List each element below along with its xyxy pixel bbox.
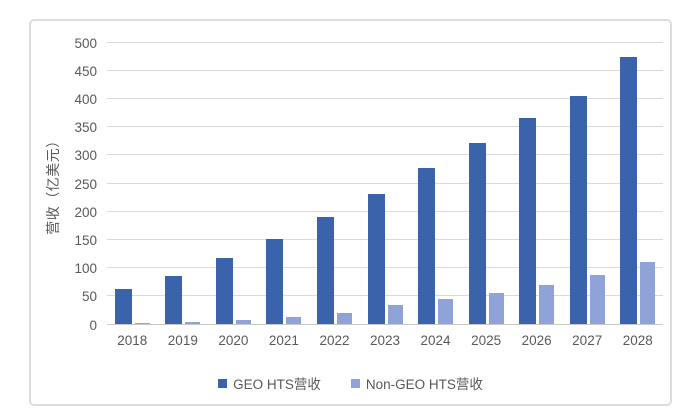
bar — [438, 299, 454, 324]
bar — [316, 217, 334, 324]
bar — [539, 284, 555, 324]
legend-swatch-icon — [350, 378, 360, 388]
bar — [235, 320, 251, 324]
x-tick-label: 2023 — [369, 333, 401, 348]
bar — [336, 313, 352, 324]
gridline — [107, 70, 663, 72]
plot-area — [107, 42, 663, 325]
legend-label: GEO HTS营收 — [233, 377, 321, 392]
y-tick-label: 0 — [89, 317, 97, 333]
bar-group-2022 — [309, 43, 360, 324]
y-tick-label: 150 — [74, 232, 97, 248]
bar — [418, 167, 436, 324]
bar — [620, 57, 638, 324]
bar — [266, 239, 284, 324]
bar — [185, 322, 201, 324]
y-tick-label: 200 — [74, 204, 97, 220]
legend-item: Non-GEO HTS营收 — [350, 373, 483, 393]
y-tick-label: 250 — [74, 176, 97, 192]
y-tick-label: 300 — [74, 148, 97, 164]
gridline — [107, 210, 663, 212]
legend-item: GEO HTS营收 — [218, 373, 321, 393]
bar — [387, 305, 403, 324]
legend-label: Non-GEO HTS营收 — [365, 377, 483, 392]
bar — [215, 258, 233, 324]
y-tick-label: 450 — [74, 63, 97, 79]
bar — [286, 316, 302, 324]
bar — [165, 275, 183, 324]
chart-frame: 营收（亿美元） 0 50 100 150 200 250 300 350 400 450 500 2… — [29, 19, 672, 406]
gridline — [107, 42, 663, 43]
gridline — [107, 182, 663, 184]
bar-group-2026 — [511, 43, 562, 324]
bar-group-2027 — [562, 43, 613, 324]
y-tick-label: 500 — [74, 35, 97, 51]
x-tick-label: 2028 — [622, 333, 653, 348]
x-tick-label: 2022 — [319, 333, 350, 348]
legend: GEO HTS营收 Non-GEO HTS营收 — [31, 373, 670, 393]
bar — [114, 289, 132, 324]
x-tick-label: 2026 — [521, 333, 552, 348]
bar-group-2020 — [208, 43, 259, 324]
y-axis-tick-labels: 0 50 100 150 200 250 300 350 400 450 500 — [31, 36, 97, 331]
bar — [488, 292, 504, 324]
legend-swatch-icon — [218, 378, 228, 388]
bar-group-2025 — [461, 43, 512, 324]
y-tick-label: 50 — [81, 289, 97, 305]
bar — [468, 143, 486, 324]
y-tick-label: 400 — [74, 91, 97, 107]
bar-groups — [107, 43, 663, 324]
gridline — [107, 154, 663, 156]
x-tick-label: 2021 — [268, 333, 299, 348]
bar — [589, 275, 605, 324]
bar-group-2028 — [612, 43, 663, 324]
y-tick-label: 350 — [74, 119, 97, 135]
bar — [640, 262, 656, 324]
gridline — [107, 294, 663, 296]
x-tick-label: 2020 — [218, 333, 249, 348]
gridline — [107, 238, 663, 240]
gridline — [107, 126, 663, 128]
y-tick-label: 100 — [74, 260, 97, 276]
bar — [367, 193, 385, 324]
x-axis-tick-labels: 2018 2019 2020 2021 2022 2023 2024 2025 2026 2027… — [107, 333, 663, 348]
x-tick-label: 2024 — [420, 333, 451, 348]
bar — [519, 118, 537, 324]
bar-group-2023 — [360, 43, 411, 324]
x-tick-label: 2019 — [167, 333, 198, 348]
bar-group-2024 — [410, 43, 461, 324]
x-tick-label: 2025 — [471, 333, 502, 348]
x-tick-label: 2027 — [572, 333, 603, 348]
bar-group-2018 — [107, 43, 158, 324]
bar — [134, 322, 150, 324]
bar-group-2021 — [259, 43, 310, 324]
x-tick-label: 2018 — [117, 333, 148, 348]
bar-group-2019 — [158, 43, 209, 324]
gridline — [107, 266, 663, 268]
gridline — [107, 98, 663, 100]
bar — [569, 95, 587, 324]
